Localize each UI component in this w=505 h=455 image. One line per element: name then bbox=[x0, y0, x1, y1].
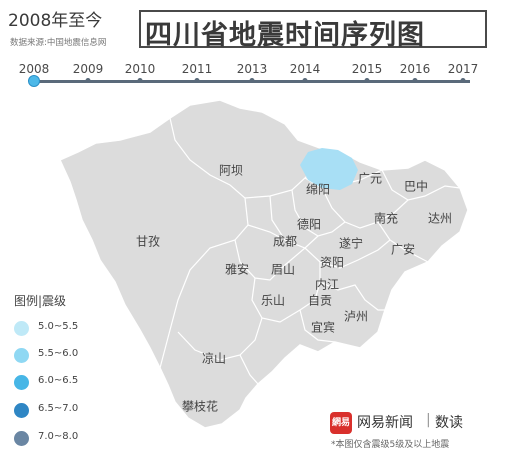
city-liangshan: 凉山 bbox=[202, 350, 226, 367]
city-meishan: 眉山 bbox=[271, 261, 295, 278]
city-nanchong: 南充 bbox=[374, 210, 398, 227]
city-leshan: 乐山 bbox=[261, 292, 285, 309]
city-panzhihua: 攀枝花 bbox=[182, 398, 218, 415]
subtitle: 2008年至今 bbox=[8, 6, 102, 31]
data-source: 数据来源:中国地震信息网 bbox=[10, 36, 106, 48]
city-guangyuan: 广元 bbox=[358, 170, 382, 187]
timeline-current-marker[interactable] bbox=[28, 75, 40, 87]
city-guangan: 广安 bbox=[391, 241, 415, 258]
timeline-year-2011[interactable]: 2011 bbox=[182, 62, 213, 76]
timeline-year-2008[interactable]: 2008 bbox=[19, 62, 50, 76]
legend-label: 6.0~6.5 bbox=[38, 375, 78, 386]
timeline-year-2013[interactable]: 2013 bbox=[237, 62, 268, 76]
timeline-year-2014[interactable]: 2014 bbox=[290, 62, 321, 76]
city-yibin: 宜宾 bbox=[311, 319, 335, 336]
city-ganzi: 甘孜 bbox=[136, 233, 160, 250]
legend-label: 5.5~6.0 bbox=[38, 348, 78, 359]
timeline-tick bbox=[86, 78, 91, 83]
sichuan-map bbox=[0, 88, 505, 455]
timeline-tick bbox=[461, 78, 466, 83]
city-luzhou: 泸州 bbox=[344, 308, 368, 325]
city-suining: 遂宁 bbox=[339, 235, 363, 252]
timeline-year-2010[interactable]: 2010 bbox=[125, 62, 156, 76]
footnote: *本图仅含震级5级及以上地震 bbox=[331, 437, 449, 450]
legend-title: 图例|震级 bbox=[14, 292, 66, 309]
brand-column: 数读 bbox=[435, 412, 463, 432]
city-deyang: 德阳 bbox=[297, 216, 321, 233]
legend-swatch bbox=[14, 321, 29, 336]
brand-separator: | bbox=[426, 412, 431, 428]
province-shape bbox=[60, 100, 468, 428]
timeline-year-2009[interactable]: 2009 bbox=[73, 62, 104, 76]
legend-label: 7.0~8.0 bbox=[38, 431, 78, 442]
city-dazhou: 达州 bbox=[428, 210, 452, 227]
legend-swatch bbox=[14, 348, 29, 363]
timeline-tick bbox=[195, 78, 200, 83]
netease-logo-icon: 網易 bbox=[330, 412, 352, 434]
legend-swatch bbox=[14, 403, 29, 418]
timeline-tick bbox=[303, 78, 308, 83]
legend-label: 5.0~5.5 bbox=[38, 321, 78, 332]
page-title: 四川省地震时间序列图 bbox=[145, 13, 425, 52]
timeline-tick bbox=[250, 78, 255, 83]
city-neijiang: 内江 bbox=[315, 276, 339, 293]
timeline-year-2016[interactable]: 2016 bbox=[400, 62, 431, 76]
city-mianyang: 绵阳 bbox=[306, 181, 330, 198]
legend-swatch bbox=[14, 375, 29, 390]
legend-label: 6.5~7.0 bbox=[38, 403, 78, 414]
timeline-tick bbox=[138, 78, 143, 83]
city-bazhong: 巴中 bbox=[404, 178, 428, 195]
timeline-tick bbox=[413, 78, 418, 83]
legend-swatch bbox=[14, 431, 29, 446]
timeline-year-2017[interactable]: 2017 bbox=[448, 62, 479, 76]
city-ziyang: 资阳 bbox=[320, 254, 344, 271]
brand-name: 网易新闻 bbox=[357, 412, 413, 432]
city-aba: 阿坝 bbox=[219, 162, 243, 179]
timeline-year-2015[interactable]: 2015 bbox=[352, 62, 383, 76]
timeline-tick bbox=[365, 78, 370, 83]
city-yaan: 雅安 bbox=[225, 261, 249, 278]
city-zigong: 自贡 bbox=[308, 292, 332, 309]
city-chengdu: 成都 bbox=[273, 233, 297, 250]
